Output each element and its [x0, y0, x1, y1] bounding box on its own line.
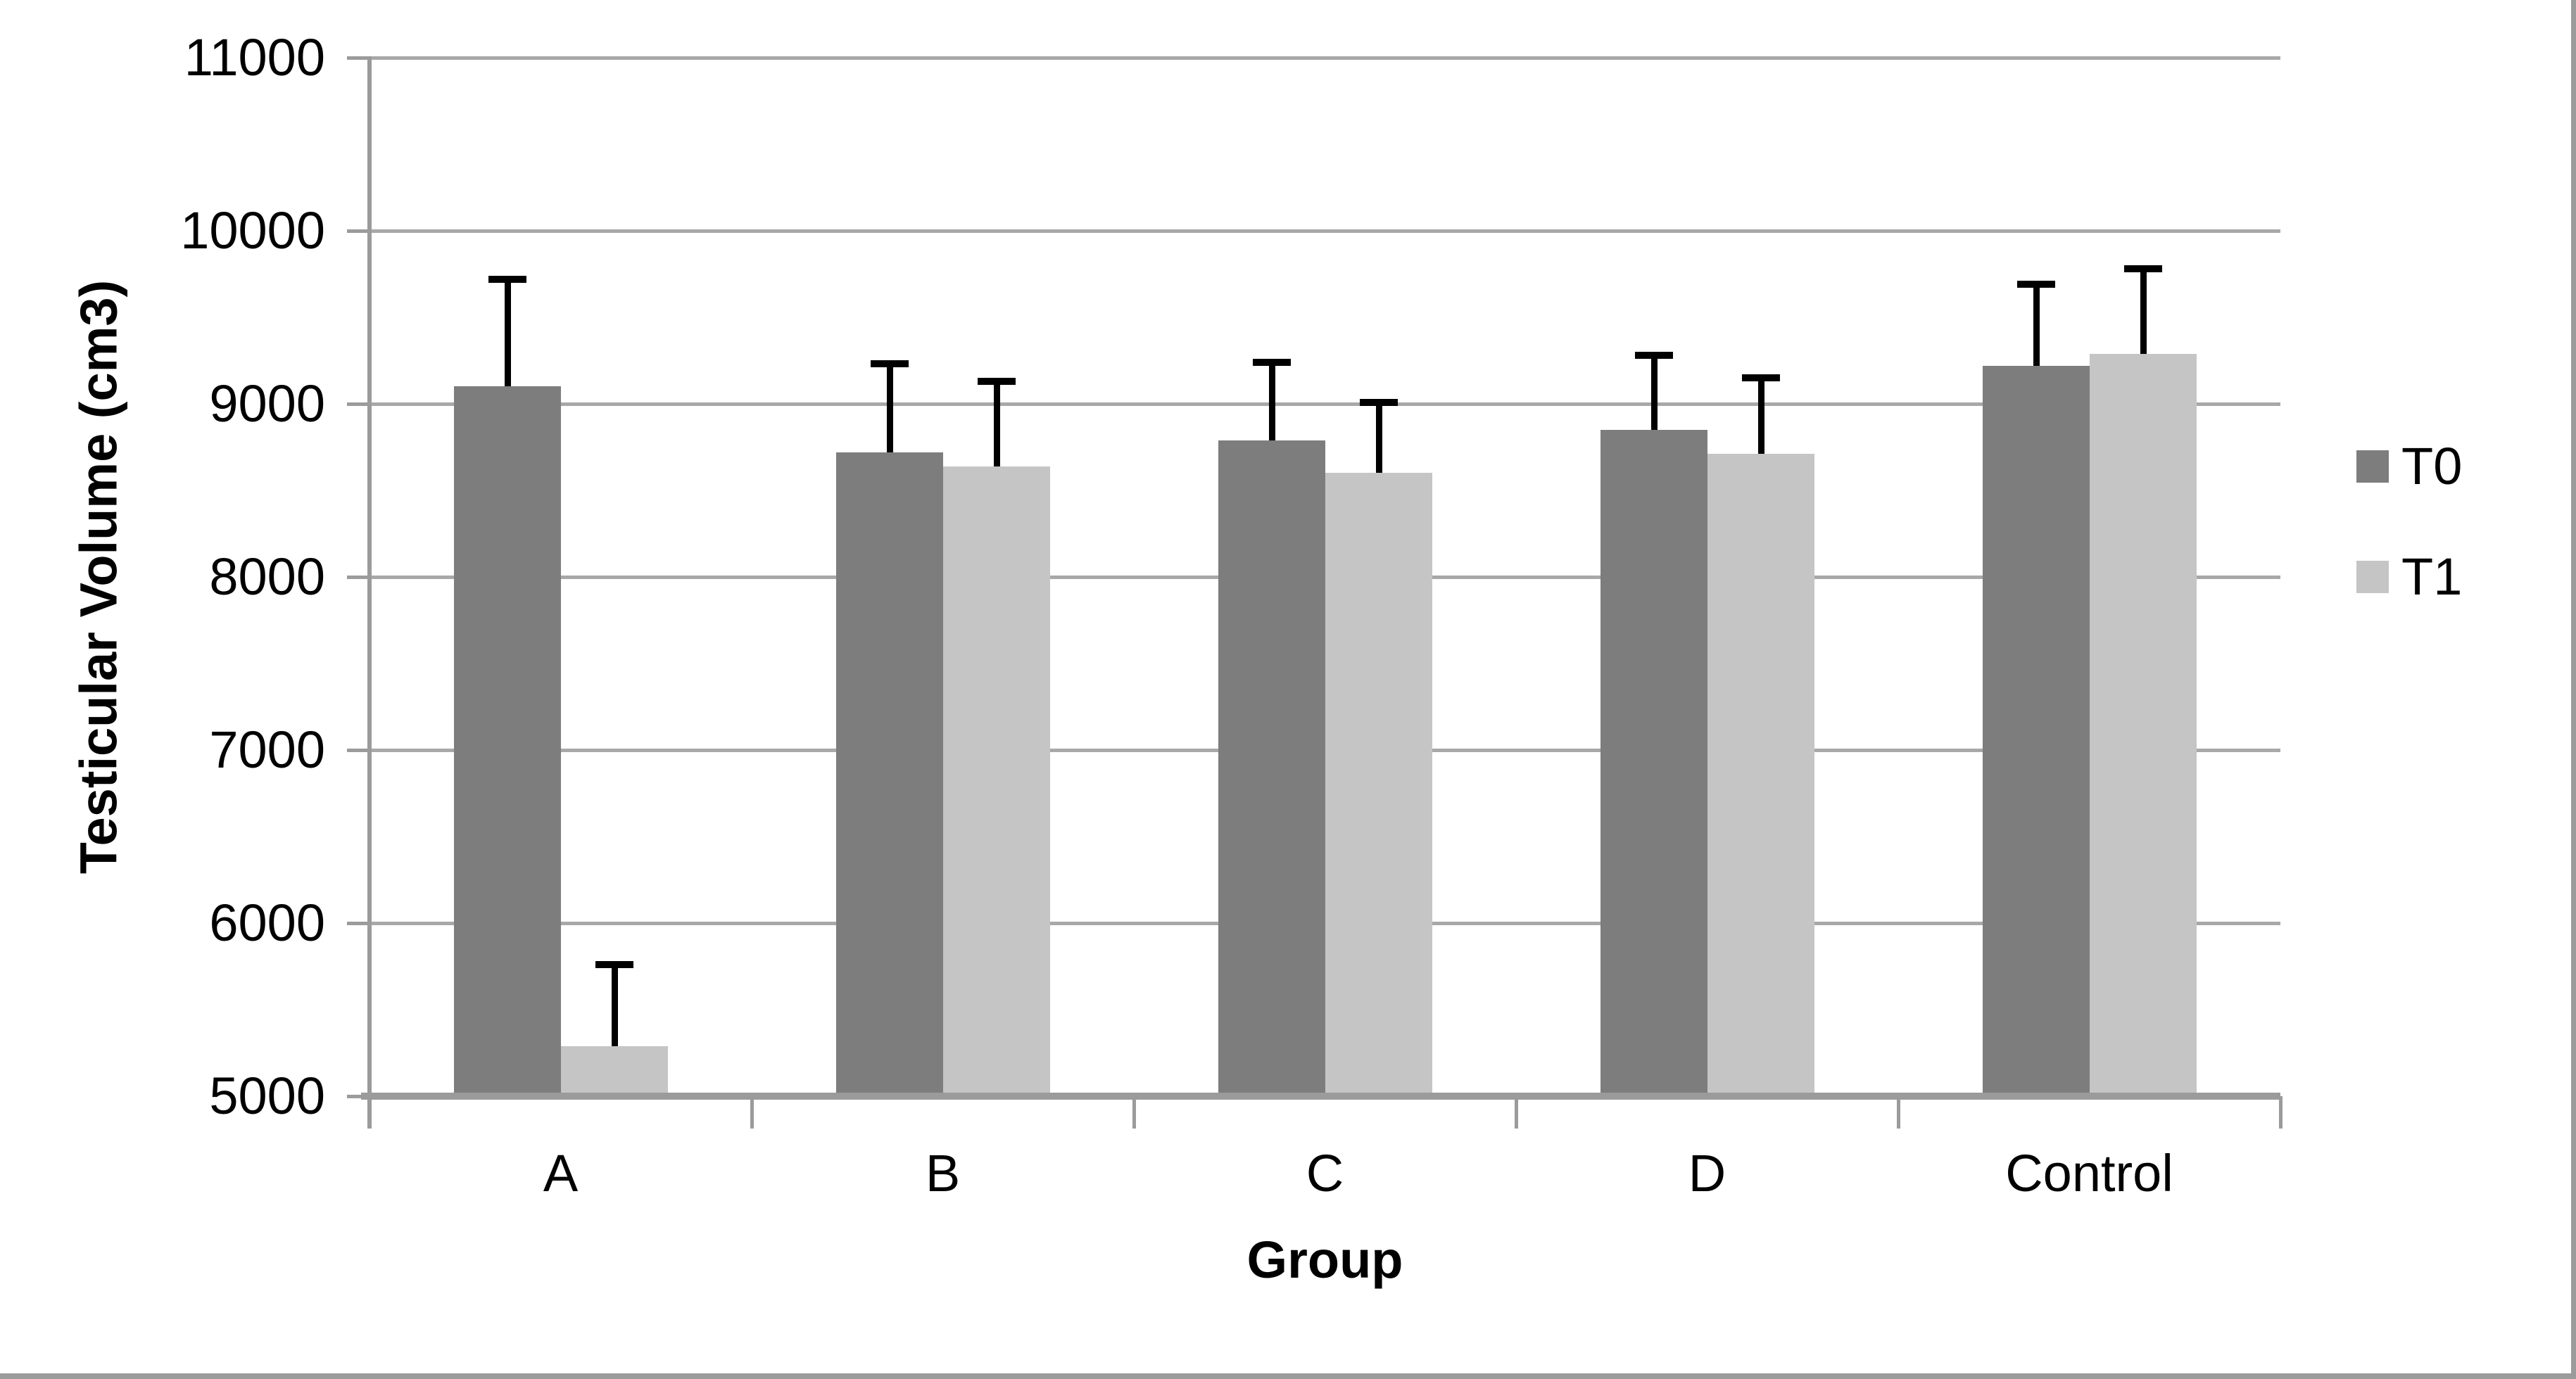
legend-item-t1: T1 — [2356, 547, 2463, 606]
error-bar-stem-c-t0 — [1268, 362, 1275, 440]
bar-a-t1 — [560, 1046, 668, 1096]
y-axis-tick-8000 — [347, 576, 370, 579]
bar-c-t0 — [1218, 440, 1325, 1096]
error-bar-cap-control-t1 — [2123, 265, 2162, 273]
legend-label-t1: T1 — [2401, 547, 2463, 606]
y-axis-tick-9000 — [347, 402, 370, 406]
error-bar-cap-c-t1 — [1359, 398, 1398, 406]
error-bar-cap-a-t0 — [488, 275, 526, 283]
y-axis-tick-10000 — [347, 229, 370, 233]
y-tick-label-6000: 6000 — [209, 894, 325, 952]
x-axis-tick-5 — [2279, 1096, 2283, 1129]
gridline-11000 — [370, 56, 2280, 60]
y-axis-line — [367, 56, 372, 1129]
y-tick-label-8000: 8000 — [209, 547, 325, 606]
bar-control-t0 — [1982, 365, 2090, 1096]
x-category-label-c: C — [1306, 1144, 1344, 1202]
legend-swatch-t0 — [2356, 450, 2389, 483]
gridline-9000 — [370, 402, 2280, 406]
error-bar-cap-b-t0 — [870, 360, 909, 368]
bar-d-t1 — [1707, 454, 1814, 1096]
y-tick-label-9000: 9000 — [209, 374, 325, 433]
figure-border-bottom — [0, 1373, 2576, 1379]
figure-border-right — [2571, 0, 2576, 1379]
x-axis-title: Group — [1246, 1231, 1403, 1289]
x-category-label-a: A — [543, 1144, 579, 1202]
y-axis-tick-11000 — [347, 56, 370, 60]
x-axis-tick-3 — [1515, 1096, 1518, 1129]
y-tick-label-11000: 11000 — [184, 28, 325, 87]
error-bar-stem-control-t1 — [2140, 269, 2147, 354]
legend-item-t0: T0 — [2356, 437, 2463, 495]
error-bar-stem-d-t0 — [1650, 355, 1658, 430]
y-axis-tick-7000 — [347, 749, 370, 752]
x-category-label-control: Control — [2005, 1144, 2173, 1202]
error-bar-cap-b-t1 — [977, 378, 1016, 386]
error-bar-cap-d-t1 — [1741, 374, 1780, 382]
y-tick-label-7000: 7000 — [209, 720, 325, 779]
error-bar-stem-b-t0 — [886, 364, 893, 452]
error-bar-stem-a-t1 — [611, 965, 618, 1046]
x-axis-tick-4 — [1897, 1096, 1900, 1129]
bar-b-t0 — [835, 452, 943, 1096]
x-axis-tick-1 — [750, 1096, 754, 1129]
gridline-10000 — [370, 229, 2280, 233]
error-bar-stem-d-t1 — [1757, 378, 1764, 455]
error-bar-stem-control-t0 — [2033, 284, 2040, 366]
y-axis-tick-5000 — [347, 1095, 370, 1098]
legend-swatch-t1 — [2356, 561, 2389, 593]
legend: T0 T1 — [2356, 0, 2568, 1379]
error-bar-cap-d-t0 — [1634, 352, 1673, 360]
y-axis-tick-6000 — [347, 922, 370, 925]
x-category-label-b: B — [925, 1144, 961, 1202]
x-axis-tick-2 — [1132, 1096, 1136, 1129]
error-bar-cap-control-t0 — [2016, 281, 2055, 288]
y-tick-label-10000: 10000 — [180, 201, 325, 260]
x-category-label-d: D — [1688, 1144, 1726, 1202]
legend-label-t0: T0 — [2401, 437, 2463, 495]
error-bar-stem-b-t1 — [993, 381, 1000, 466]
bar-c-t1 — [1325, 473, 1432, 1096]
bar-d-t0 — [1600, 429, 1707, 1096]
error-bar-cap-a-t1 — [595, 961, 633, 969]
bar-a-t0 — [453, 386, 561, 1096]
y-axis-title: Testicular Volume (cm3) — [69, 279, 128, 875]
error-bar-stem-c-t1 — [1375, 402, 1382, 474]
bar-control-t1 — [2089, 353, 2197, 1096]
x-axis-line — [361, 1093, 2280, 1100]
error-bar-stem-a-t0 — [504, 279, 511, 387]
error-bar-cap-c-t0 — [1252, 358, 1291, 366]
bar-b-t1 — [942, 466, 1050, 1096]
y-tick-label-5000: 5000 — [209, 1067, 325, 1125]
